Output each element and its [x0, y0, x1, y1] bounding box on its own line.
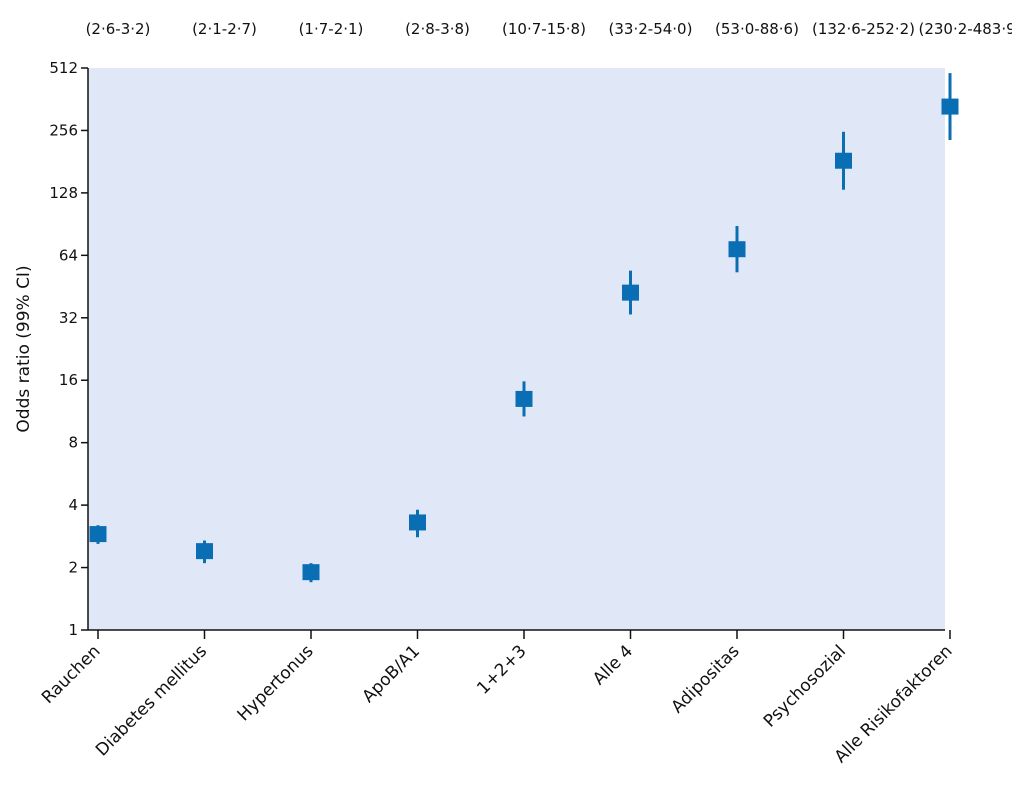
y-tick-label: 64: [59, 246, 78, 264]
odds-ratio-marker: [622, 284, 639, 301]
odds-ratio-marker: [409, 514, 426, 531]
y-tick-label: 256: [49, 121, 78, 139]
x-tick-label: Hypertonus: [234, 641, 318, 725]
x-tick-label: Rauchen: [38, 641, 104, 707]
ci-label: (132·6-252·2): [812, 20, 915, 38]
odds-ratio-marker: [89, 526, 107, 543]
x-tick-label: Alle Risikofaktoren: [831, 641, 957, 767]
y-tick-label: 128: [49, 184, 78, 202]
y-tick-label: 8: [68, 434, 78, 452]
odds-ratio-marker: [515, 390, 533, 407]
odds-ratio-marker: [196, 543, 213, 560]
plot-background: [88, 68, 945, 630]
y-tick-label: 32: [59, 309, 78, 327]
ci-label: (33·2-54·0): [609, 20, 693, 38]
x-tick-label: Alle 4: [589, 641, 637, 689]
x-tick-label: Diabetes mellitus: [92, 641, 211, 760]
ci-label: (2·8-3·8): [405, 20, 470, 38]
odds-ratio-markers: [89, 98, 959, 581]
axes: [87, 68, 945, 631]
y-tick-label: 4: [68, 496, 78, 514]
ci-label: (2·1-2·7): [192, 20, 257, 38]
x-tick-label: Psychosozial: [760, 641, 850, 731]
x-tick-label: Adipositas: [667, 641, 743, 717]
ci-label: (2·6-3·2): [86, 20, 151, 38]
odds-ratio-marker: [728, 241, 746, 258]
y-tick-label: 512: [49, 59, 78, 77]
y-axis-ticks: 1 2 4 8 16 32 64 128 256 512: [49, 59, 88, 639]
y-axis-title: Odds ratio (99% CI): [14, 265, 34, 432]
odds-ratio-marker: [941, 98, 959, 115]
ci-label: (10·7-15·8): [502, 20, 586, 38]
ci-label-row: (2·6-3·2) (2·1-2·7) (1·7-2·1) (2·8-3·8) (10·…: [86, 20, 1012, 38]
x-tick-label: 1+2+3: [473, 641, 530, 698]
odds-ratio-marker: [835, 152, 852, 169]
y-tick-label: 2: [68, 559, 78, 577]
ci-label: (230·2-483·9): [918, 20, 1012, 38]
odds-ratio-marker: [302, 564, 320, 581]
y-tick-label: 16: [59, 371, 78, 389]
x-tick-label: ApoB/A1: [359, 641, 425, 707]
ci-label: (53·0-88·6): [715, 20, 799, 38]
y-tick-label: 1: [68, 621, 78, 639]
ci-label: (1·7-2·1): [299, 20, 364, 38]
